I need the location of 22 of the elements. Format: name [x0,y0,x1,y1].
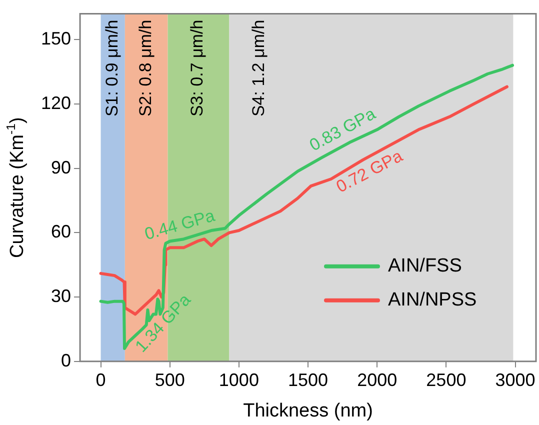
y-tick-label: 0 [61,350,72,370]
y-tick-label: 30 [51,286,72,306]
y-tick-label: 120 [40,92,72,113]
band-label: S1: 0.9 μm/h [102,20,122,117]
annotation: 0.44 GPa [142,206,218,244]
x-tick-label: 3000 [495,370,536,390]
x-tick-label: 0 [96,370,106,390]
legend-label: AIN/NPSS [388,290,477,311]
y-tick-label: 90 [51,157,72,178]
x-tick-label: 2000 [357,370,398,390]
x-tick-label: 2500 [426,370,466,390]
legend-label: AIN/FSS [388,256,462,277]
x-axis-title: Thickness (nm) [243,400,373,422]
y-tick-label: 150 [40,28,72,49]
band-label: S2: 0.8 μm/h [136,20,156,117]
x-tick-label: 500 [154,370,185,390]
band-label: S4: 1.2 μm/h [248,20,268,117]
y-tick-label: 60 [51,222,72,242]
band-label: S3: 0.7 μm/h [187,20,206,117]
x-tick-label: 1000 [218,370,259,390]
y-axis-title: Curvature (Km-1) [4,117,28,258]
x-tick-label: 1500 [288,370,328,390]
